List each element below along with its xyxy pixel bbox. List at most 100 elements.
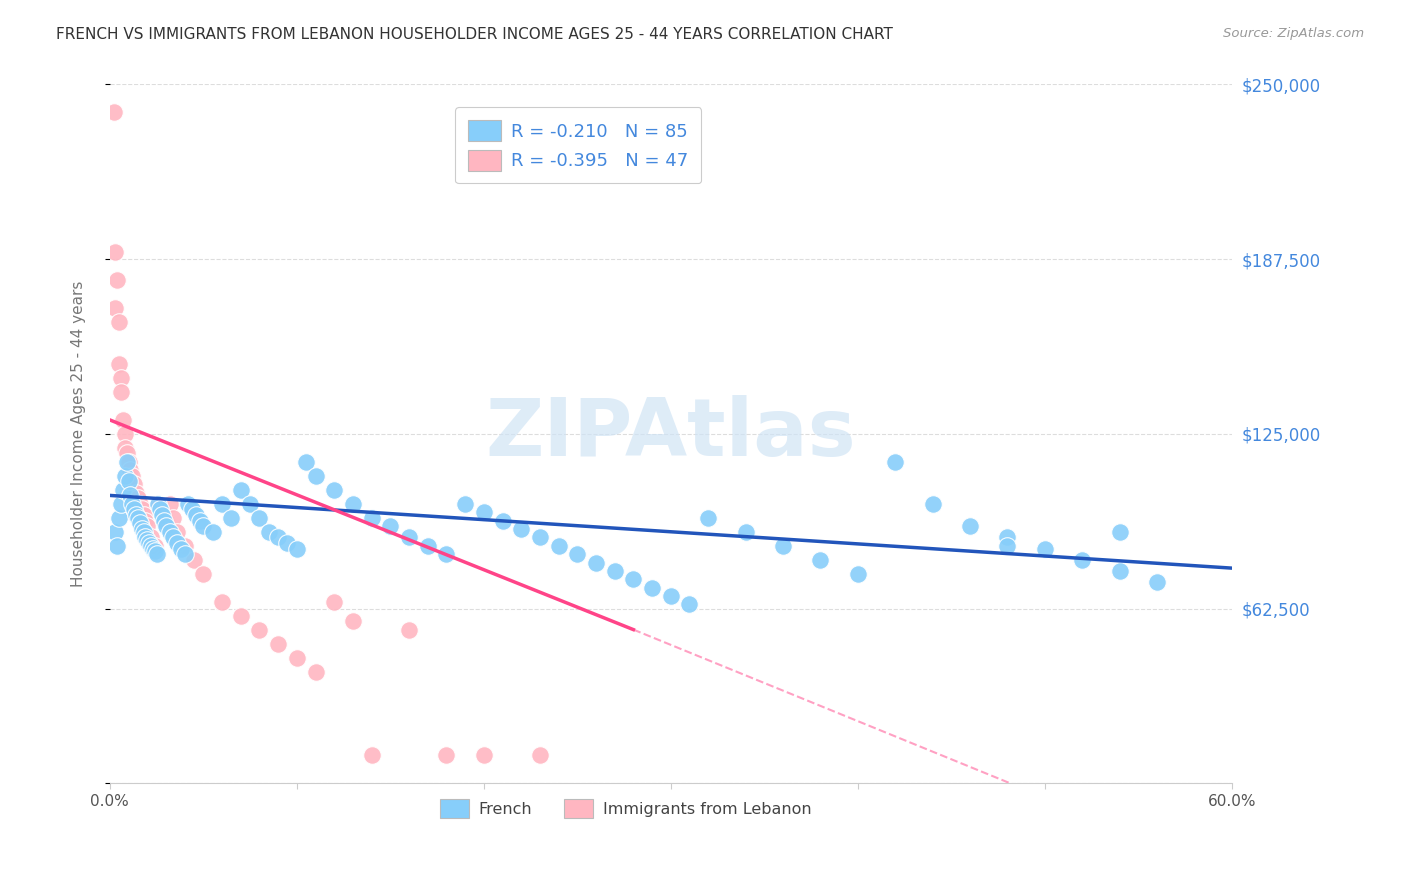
Point [166, 524, 188, 539]
Point [585, 556, 607, 570]
Legend: French, Immigrants from Lebanon: French, Immigrants from Lebanon [434, 793, 818, 824]
Point [304, 468, 326, 483]
Point [472, 748, 495, 763]
Point [380, 519, 402, 533]
Point [125, 485, 148, 500]
Point [159, 497, 181, 511]
Point [472, 505, 495, 519]
Point [529, 748, 551, 763]
Point [398, 623, 420, 637]
Point [808, 552, 831, 566]
Point [995, 530, 1018, 544]
Point [166, 536, 188, 550]
Point [360, 748, 382, 763]
Point [342, 614, 364, 628]
Point [132, 508, 155, 522]
Point [211, 497, 233, 511]
Point [547, 539, 569, 553]
Point [114, 441, 136, 455]
Text: ZIPAtlas: ZIPAtlas [485, 395, 856, 473]
Point [134, 530, 156, 544]
Point [491, 514, 513, 528]
Point [159, 524, 181, 539]
Point [127, 491, 149, 506]
Point [416, 539, 439, 553]
Point [110, 371, 132, 385]
Point [239, 497, 262, 511]
Point [249, 623, 271, 637]
Point [138, 536, 160, 550]
Point [162, 530, 184, 544]
Point [285, 541, 308, 556]
Point [772, 539, 794, 553]
Point [149, 502, 172, 516]
Point [142, 541, 165, 556]
Point [285, 650, 308, 665]
Point [143, 544, 166, 558]
Point [1033, 541, 1056, 556]
Point [110, 497, 132, 511]
Point [621, 572, 644, 586]
Point [143, 539, 166, 553]
Point [229, 608, 252, 623]
Point [120, 488, 142, 502]
Point [122, 502, 145, 516]
Point [678, 598, 700, 612]
Point [127, 510, 149, 524]
Point [304, 665, 326, 679]
Point [104, 245, 127, 260]
Point [177, 497, 200, 511]
Point [103, 105, 125, 120]
Point [641, 581, 664, 595]
Point [267, 637, 290, 651]
Point [104, 524, 127, 539]
Point [221, 510, 243, 524]
Point [276, 536, 298, 550]
Point [134, 514, 156, 528]
Point [995, 539, 1018, 553]
Point [921, 497, 943, 511]
Point [132, 524, 155, 539]
Point [342, 497, 364, 511]
Point [295, 455, 318, 469]
Point [145, 547, 167, 561]
Point [173, 539, 195, 553]
Y-axis label: Householder Income Ages 25 - 44 years: Householder Income Ages 25 - 44 years [72, 281, 86, 587]
Point [122, 477, 145, 491]
Point [148, 497, 170, 511]
Point [188, 514, 211, 528]
Point [121, 468, 143, 483]
Point [104, 301, 127, 315]
Point [181, 502, 204, 516]
Point [211, 595, 233, 609]
Point [184, 508, 207, 522]
Point [139, 539, 162, 553]
Point [108, 357, 131, 371]
Point [148, 497, 170, 511]
Point [117, 455, 139, 469]
Point [125, 508, 148, 522]
Point [153, 514, 176, 528]
Point [398, 530, 420, 544]
Point [170, 541, 193, 556]
Point [1146, 575, 1168, 590]
Point [110, 384, 132, 399]
Point [128, 497, 150, 511]
Point [734, 524, 756, 539]
Point [136, 519, 159, 533]
Point [229, 483, 252, 497]
Point [1108, 564, 1130, 578]
Point [193, 566, 215, 581]
Point [115, 455, 138, 469]
Point [139, 530, 162, 544]
Point [510, 522, 533, 536]
Point [267, 530, 290, 544]
Point [323, 483, 346, 497]
Point [105, 273, 128, 287]
Point [162, 510, 184, 524]
Point [136, 533, 159, 548]
Point [173, 547, 195, 561]
Point [131, 522, 153, 536]
Point [150, 505, 173, 519]
Point [183, 552, 205, 566]
